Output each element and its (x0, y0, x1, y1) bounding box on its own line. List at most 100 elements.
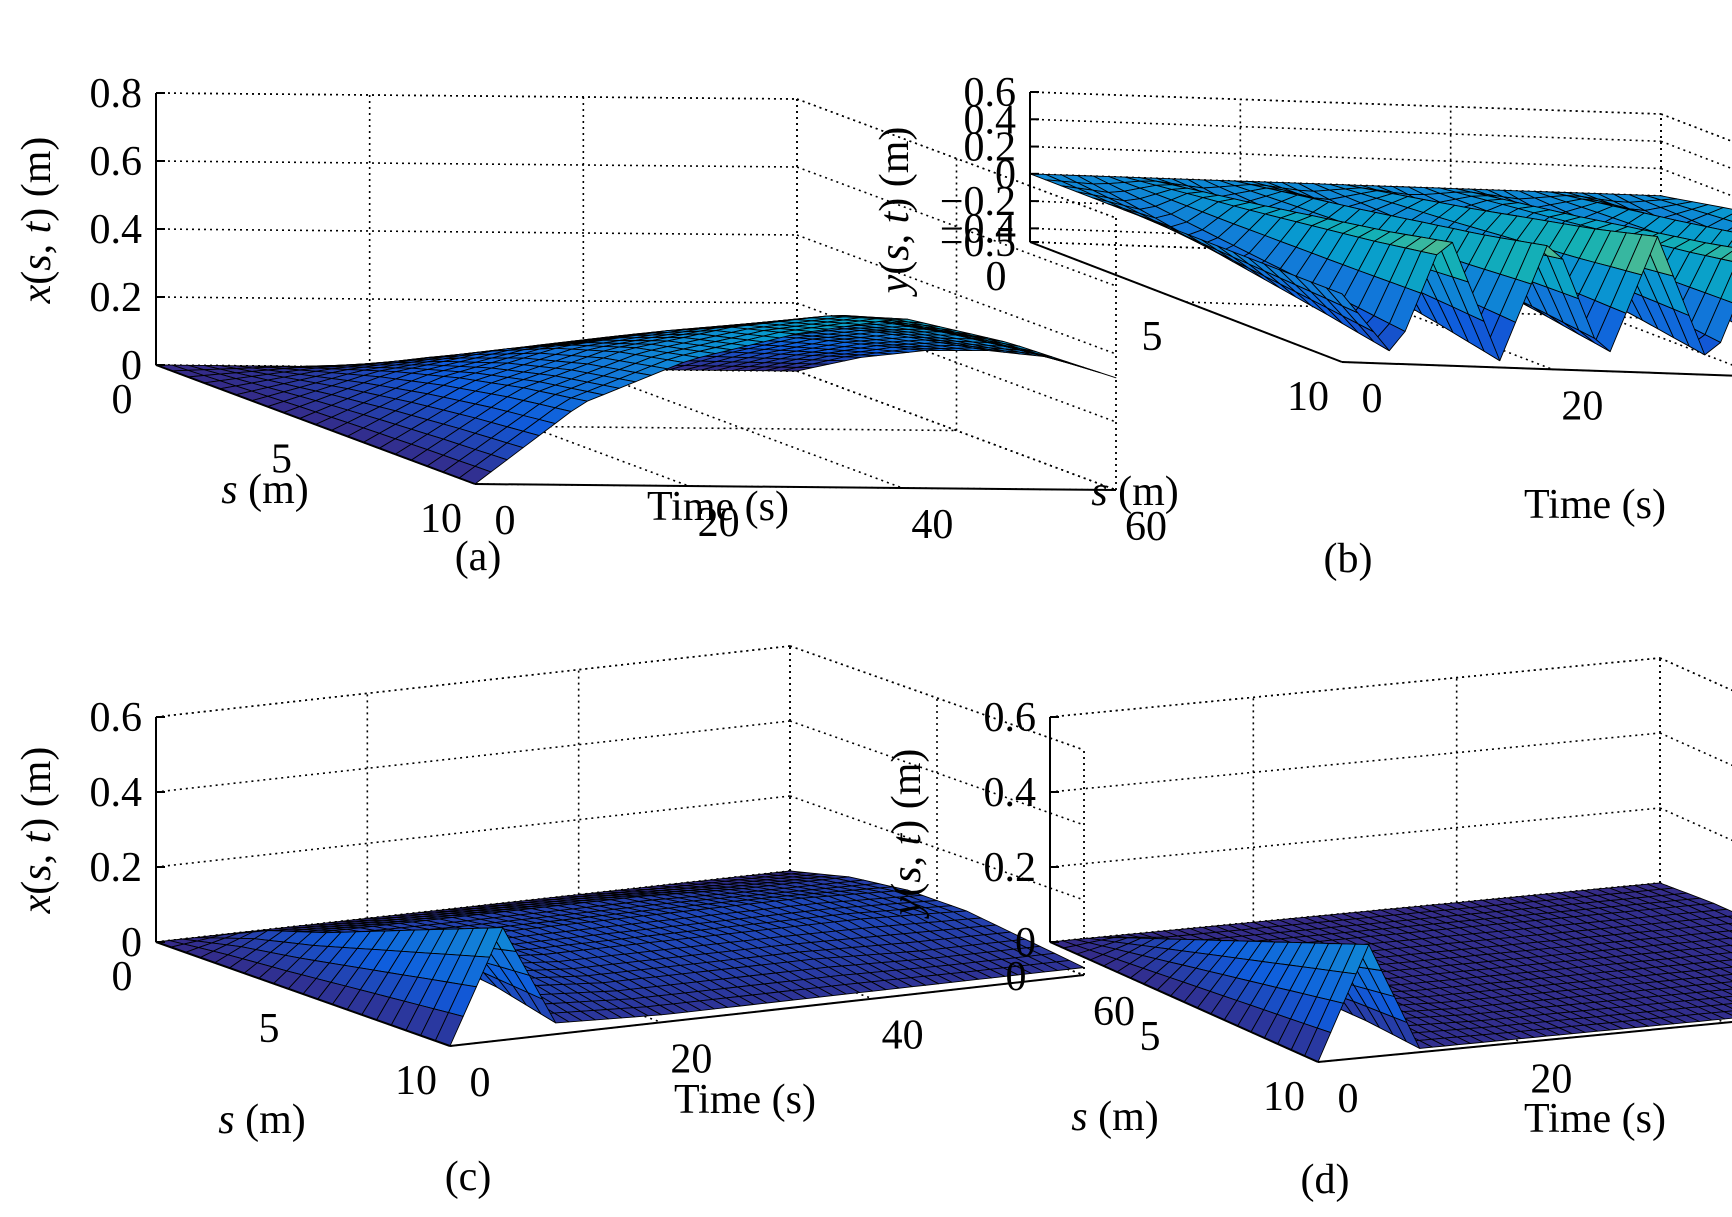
s-axis-label: s (m) (221, 467, 309, 513)
z-axis-label: y(s, t) (m) (872, 127, 918, 298)
panel-label: (b) (1324, 536, 1373, 582)
time-tick-label: 20 (698, 500, 740, 546)
z-tick-label: 0.4 (90, 770, 143, 816)
z-tick-label: 0.2 (90, 275, 143, 321)
panel-b: −0.5−0.4−0.200.20.40.605100204060y(s, t)… (872, 70, 1732, 582)
z-tick-label: 0 (995, 152, 1016, 198)
z-tick-label: 0 (1015, 920, 1036, 966)
time-tick-label: 0 (1338, 1076, 1359, 1122)
grid-line (1659, 807, 1732, 842)
grid-line (796, 234, 1117, 355)
time-tick-label: 20 (1530, 1056, 1572, 1102)
time-tick-label: 40 (882, 1013, 924, 1059)
surface-patch (1325, 287, 1359, 314)
surface-patch (1722, 213, 1732, 222)
s-tick-label: 0 (986, 254, 1007, 300)
surface (155, 870, 1085, 1047)
s-axis-label: s (m) (1091, 469, 1179, 515)
z-tick-label: 0.6 (964, 70, 1017, 116)
s-tick-label: 0 (1006, 954, 1027, 1000)
time-tick-label: 60 (1093, 989, 1135, 1035)
grid-line (155, 720, 791, 793)
grid-line (1660, 113, 1732, 143)
time-axis-line (449, 974, 1085, 1047)
grid-line (1049, 807, 1661, 868)
z-tick-label: 0.6 (984, 695, 1037, 741)
s-axis-line (1029, 241, 1343, 363)
s-axis-line (155, 364, 476, 485)
grid-line (155, 296, 798, 304)
grid-line (1029, 91, 1662, 115)
grid-line (155, 645, 791, 718)
s-axis-label: s (m) (218, 1097, 306, 1143)
time-axis-label: Time (s) (1524, 1096, 1666, 1142)
grid-line (1659, 732, 1732, 767)
grid-line (1029, 118, 1662, 143)
time-axis-label: Time (s) (647, 484, 789, 530)
z-tick-label: 0.2 (90, 845, 143, 891)
grid-line (789, 720, 1085, 826)
grid-line (796, 98, 1117, 219)
grid-line (155, 160, 798, 168)
s-axis-line (155, 941, 451, 1047)
grid-line (155, 228, 798, 236)
s-tick-label: 10 (395, 1058, 437, 1104)
grid-line (789, 645, 1085, 751)
z-tick-label: −0.2 (940, 179, 1016, 225)
s-axis-line (1049, 941, 1319, 1063)
s-tick-label: 10 (1287, 374, 1329, 420)
grid-line (796, 166, 1117, 287)
panel-d: 0 0.2 0.4 0.6 0 5 10 0 20 40 60 y(s, t) (m) s (m) Tim… (884, 657, 1732, 1203)
panel-label: (d) (1301, 1157, 1350, 1203)
s-tick-label: 10 (420, 496, 462, 542)
grid-line (796, 370, 1117, 491)
axes (1049, 717, 1732, 1063)
surface (1029, 173, 1732, 362)
grid-line (315, 423, 957, 432)
s-tick-label: 5 (271, 437, 292, 483)
time-tick-label: 0 (470, 1060, 491, 1106)
surface (1049, 882, 1732, 1063)
axes (1029, 92, 1732, 377)
grid-line (1659, 657, 1732, 692)
surface (155, 315, 1117, 485)
time-axis-label: Time (s) (674, 1077, 816, 1123)
s-axis-label: s (m) (1071, 1094, 1159, 1140)
grid-line (369, 366, 689, 487)
s-tick-label: 5 (1140, 1014, 1161, 1060)
z-tick-label: 0 (121, 343, 142, 389)
s-tick-label: 5 (259, 1006, 280, 1052)
z-tick-label: −0.4 (940, 206, 1016, 252)
grid-line (796, 302, 1117, 423)
grid-line (583, 368, 903, 489)
grid-line (789, 795, 1085, 901)
grid-line (155, 795, 791, 868)
panel-c: 0 0.2 0.4 0.6 0 5 10 0 20 40 60 x(s, t) (m) s (m) Tim… (14, 645, 1136, 1200)
s-tick-label: 5 (1142, 314, 1163, 360)
s-tick-label: 0 (112, 377, 133, 423)
grid-line (155, 92, 798, 100)
time-tick-label: 0 (495, 498, 516, 544)
z-tick-label: −0.5 (940, 220, 1016, 266)
z-tick-label: 0.4 (90, 207, 143, 253)
z-tick-label: 0.4 (964, 97, 1017, 143)
grid-line (1029, 91, 1662, 115)
time-tick-label: 20 (1561, 383, 1603, 429)
time-tick-label: 60 (1125, 504, 1167, 550)
s-tick-label: 0 (112, 954, 133, 1000)
z-tick-label: 0.8 (90, 71, 143, 117)
grid-line (1049, 657, 1661, 718)
z-tick-label: 0.6 (90, 695, 143, 741)
z-axis-label: x(s, t) (m) (14, 747, 60, 915)
time-axis-line (1341, 361, 1732, 377)
time-axis-line (1317, 1020, 1732, 1063)
grid-line (1660, 167, 1732, 197)
grid-line (1049, 732, 1661, 793)
grid-line (1029, 145, 1662, 170)
